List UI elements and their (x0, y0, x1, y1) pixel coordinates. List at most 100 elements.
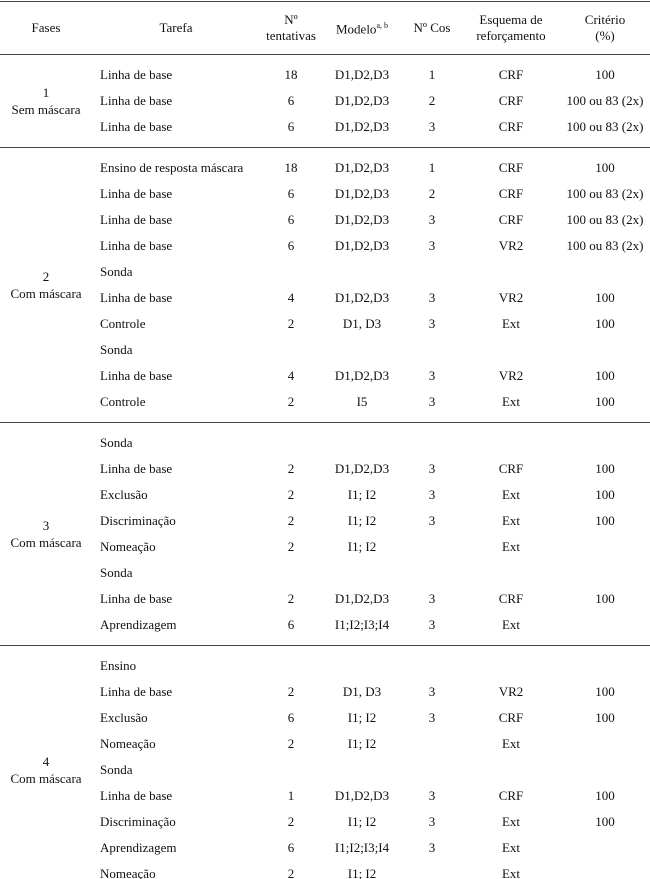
table-row: Sonda (0, 757, 650, 783)
header-text: Esquema de (479, 12, 543, 27)
table-cell: 100 (595, 487, 615, 502)
header-text: Nº (284, 12, 298, 27)
table-row: Sonda (0, 560, 650, 586)
table-cell: Ext (501, 736, 521, 751)
table-cell: 3 (428, 316, 436, 331)
table-cell: Linha de base (100, 212, 173, 227)
table-cell (462, 646, 560, 680)
table-cell: 1 (428, 160, 436, 175)
table-cell: Exclusão (100, 710, 148, 725)
table-cell: 2 (287, 487, 295, 502)
table-cell (462, 757, 560, 783)
table-cell: Sonda (100, 565, 133, 580)
table-cell: 100 (595, 394, 615, 409)
table-row: Aprendizagem 6 I1;I2;I3;I4 3 Ext (0, 835, 650, 861)
table-cell (560, 337, 650, 363)
table-row: Exclusão 2 I1; I2 3 Ext 100 (0, 482, 650, 508)
table-cell: 100 (595, 160, 615, 175)
table-cell (462, 337, 560, 363)
table-row: 2 Com máscara Ensino de resposta máscara 18… (0, 148, 650, 301)
table-cell: 3 (428, 814, 436, 829)
table-row: Controle 2 D1, D3 3 Ext 100 (0, 311, 650, 337)
table-cell: Nomeação (100, 866, 156, 879)
phase-cell: 1 Sem máscara (0, 55, 92, 148)
table-cell: Ext (501, 840, 521, 855)
table-cell: D1,D2,D3 (334, 93, 390, 108)
table-row: Discriminação 2 I1; I2 3 Ext 100 (0, 508, 650, 534)
table-cell: 6 (287, 212, 295, 227)
table-cell: Linha de base (100, 368, 173, 383)
table-cell: 18 (284, 160, 298, 175)
table-row: Nomeação 2 I1; I2 Ext (0, 861, 650, 879)
table-cell: 2 (287, 394, 295, 409)
table-cell: Ext (501, 814, 521, 829)
table-row: Sonda (0, 259, 650, 285)
table-cell: 3 (428, 461, 436, 476)
table-cell (260, 646, 322, 680)
table-cell: 100 (595, 67, 615, 82)
header-text: Modelo (335, 21, 377, 37)
table-row: Exclusão 6 I1; I2 3 CRF 100 (0, 705, 650, 731)
table-cell: 100 (595, 316, 615, 331)
phase-group: 1 Sem máscara Linha de base 18 D1,D2,D3 1 CRF 1… (0, 55, 650, 148)
phase-label: 1 (42, 85, 50, 100)
table-cell: Ext (501, 617, 521, 632)
table-row: Linha de base 6 D1,D2,D3 2 CRF 100 ou 83 (2x) (0, 181, 650, 207)
table-cell (560, 731, 650, 757)
table-cell: Ext (501, 487, 521, 502)
table-cell: CRF (498, 212, 524, 227)
table-cell: 2 (287, 461, 295, 476)
table-cell: D1,D2,D3 (334, 290, 390, 305)
table-cell: I1; I2 (347, 513, 377, 528)
table-cell: CRF (498, 788, 524, 803)
table-cell (402, 259, 462, 285)
table-cell: Ext (501, 394, 521, 409)
table-cell (260, 259, 322, 285)
table-row: Linha de base 4 D1,D2,D3 3 VR2 100 (0, 285, 650, 311)
table-cell: 100 (595, 368, 615, 383)
table-cell (402, 337, 462, 363)
phase-label: Com máscara (10, 535, 82, 550)
table-cell: 2 (287, 591, 295, 606)
phase-cell: 4 Com máscara (0, 646, 92, 879)
phase-label: Sem máscara (11, 102, 81, 117)
table-cell: I1; I2 (347, 710, 377, 725)
phase-label: 2 (42, 269, 50, 284)
phase-label: Com máscara (10, 286, 82, 301)
header-cell: Critério (%) (560, 1, 650, 55)
table-cell: 100 ou 83 (2x) (566, 238, 644, 253)
table-cell: I1;I2;I3;I4 (334, 617, 390, 632)
table-row: Linha de base 6 D1,D2,D3 3 VR2 100 ou 83 (2x) (0, 233, 650, 259)
table-cell: 100 ou 83 (2x) (566, 119, 644, 134)
table-cell: Ext (501, 513, 521, 528)
table-cell: D1,D2,D3 (334, 591, 390, 606)
table-row: Linha de base 6 D1,D2,D3 3 CRF 100 ou 83 (2x) (0, 207, 650, 233)
table-cell: 3 (428, 710, 436, 725)
table-cell: 3 (428, 617, 436, 632)
table-cell: 3 (428, 684, 436, 699)
table-cell: 6 (287, 238, 295, 253)
table-cell: 100 (595, 710, 615, 725)
phase-label: 4 (42, 754, 50, 769)
table-cell: 1 (428, 67, 436, 82)
table-cell: Nomeação (100, 539, 156, 554)
table-cell: I1; I2 (347, 814, 377, 829)
table-cell (402, 757, 462, 783)
table-cell: 3 (428, 788, 436, 803)
table-cell: 2 (287, 814, 295, 829)
table-cell (322, 337, 402, 363)
table-row: Controle 2 I5 3 Ext 100 (0, 389, 650, 423)
table-cell: 2 (287, 539, 295, 554)
table-cell: D1, D3 (342, 684, 382, 699)
table-cell: 100 (595, 684, 615, 699)
table-cell: 3 (428, 394, 436, 409)
table-cell: CRF (498, 710, 524, 725)
table-cell: Sonda (100, 264, 133, 279)
table-cell (560, 757, 650, 783)
table-cell (560, 861, 650, 879)
table-cell: Linha de base (100, 119, 173, 134)
table-row: Linha de base 6 D1,D2,D3 2 CRF 100 ou 83 (2x) (0, 88, 650, 114)
phase-group: 3 Com máscara Sonda Linha de base 2 D1,D2,D3 3… (0, 423, 650, 646)
table-cell: CRF (498, 67, 524, 82)
table-cell: Discriminação (100, 513, 176, 528)
